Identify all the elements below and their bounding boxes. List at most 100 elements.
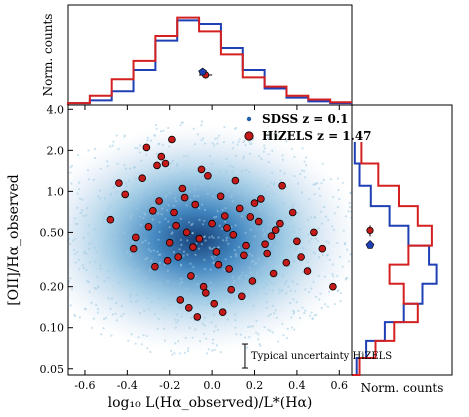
- hizels-point: [212, 248, 221, 256]
- hizels-point: [174, 253, 183, 261]
- sdss-point: [170, 232, 173, 235]
- sdss-point: [225, 281, 228, 284]
- sdss-point: [271, 171, 274, 174]
- sdss-point: [336, 241, 339, 245]
- sdss-point: [262, 234, 265, 237]
- sdss-point: [100, 333, 103, 336]
- sdss-point: [318, 256, 321, 259]
- sdss-point: [253, 235, 256, 238]
- y-tick-label: 2.0: [47, 144, 65, 157]
- sdss-point: [194, 253, 197, 256]
- sdss-point: [142, 216, 145, 220]
- sdss-point: [126, 252, 129, 255]
- sdss-point: [147, 248, 150, 251]
- sdss-point: [147, 307, 150, 310]
- sdss-point: [292, 298, 295, 301]
- sdss-point: [267, 314, 270, 317]
- sdss-point: [196, 133, 199, 136]
- sdss-point: [170, 349, 173, 353]
- sdss-point: [182, 254, 185, 257]
- sdss-point: [155, 123, 158, 127]
- sdss-point: [94, 260, 97, 263]
- sdss-point: [130, 194, 133, 197]
- sdss-point: [95, 303, 98, 306]
- sdss-point: [113, 269, 116, 272]
- sdss-point: [245, 168, 248, 172]
- sdss-point: [308, 198, 311, 201]
- sdss-point: [265, 301, 268, 304]
- sdss-point: [224, 207, 227, 210]
- y-tick-label: 0.50: [40, 226, 65, 239]
- sdss-point: [130, 213, 133, 216]
- sdss-point: [141, 195, 144, 198]
- sdss-point: [314, 252, 317, 255]
- sdss-point: [260, 268, 263, 271]
- sdss-point: [158, 261, 162, 264]
- sdss-point: [300, 191, 303, 194]
- sdss-point: [60, 252, 62, 254]
- sdss-point: [259, 344, 262, 347]
- sdss-point: [269, 243, 272, 246]
- y-tick-label: 0.20: [40, 281, 65, 294]
- sdss-point: [106, 160, 109, 163]
- main-frame: [67, 104, 353, 376]
- sdss-point: [45, 213, 47, 215]
- sdss-point: [327, 241, 330, 244]
- sdss-point: [280, 289, 283, 292]
- sdss-point: [163, 263, 166, 266]
- sdss-point: [96, 195, 100, 198]
- sdss-point: [332, 275, 335, 278]
- sdss-point: [130, 300, 133, 303]
- sdss-point: [166, 209, 169, 212]
- sdss-point: [294, 290, 297, 293]
- hizels-point: [106, 215, 115, 224]
- legend-marker-sdss: [246, 116, 252, 122]
- sdss-point: [321, 222, 324, 225]
- sdss-point: [269, 329, 272, 332]
- sdss-point: [212, 185, 215, 188]
- sdss-point: [169, 303, 172, 306]
- sdss-point: [267, 223, 270, 226]
- sdss-point: [85, 214, 88, 217]
- sdss-point: [87, 149, 90, 152]
- hizels-point: [149, 207, 157, 215]
- sdss-point: [166, 269, 169, 272]
- sdss-point: [248, 152, 251, 155]
- sdss-point: [208, 155, 211, 158]
- sdss-point: [73, 313, 76, 316]
- sdss-point: [77, 154, 80, 157]
- sdss-point: [302, 247, 305, 250]
- sdss-point: [239, 333, 242, 336]
- sdss-point: [186, 239, 189, 242]
- sdss-point: [281, 158, 284, 161]
- sdss-point: [226, 318, 230, 321]
- sdss-point: [158, 287, 161, 290]
- sdss-point: [229, 255, 233, 258]
- sdss-point: [157, 143, 160, 146]
- hizels-point: [261, 240, 269, 249]
- sdss-point: [250, 272, 253, 275]
- sdss-point: [216, 137, 219, 140]
- sdss-point: [318, 187, 321, 190]
- sdss-point: [85, 252, 88, 255]
- sdss-point: [314, 237, 317, 240]
- sdss-point: [141, 241, 144, 244]
- top-histogram-panel: Norm. counts: [41, 4, 353, 106]
- sdss-point: [188, 294, 192, 297]
- hizels-point: [318, 244, 327, 253]
- sdss-point: [213, 330, 216, 333]
- sdss-point: [272, 183, 275, 187]
- sdss-point: [87, 248, 90, 251]
- sdss-point: [212, 195, 215, 198]
- sdss-point: [252, 304, 255, 307]
- sdss-point: [193, 194, 196, 197]
- sdss-point: [234, 154, 237, 157]
- sdss-point: [132, 205, 136, 208]
- sdss-point: [163, 339, 167, 342]
- sdss-point: [242, 155, 245, 158]
- sdss-point: [179, 238, 182, 241]
- hizels-point: [303, 267, 312, 275]
- sdss-point: [159, 253, 162, 256]
- sdss-point: [103, 317, 106, 321]
- sdss-point: [123, 275, 126, 278]
